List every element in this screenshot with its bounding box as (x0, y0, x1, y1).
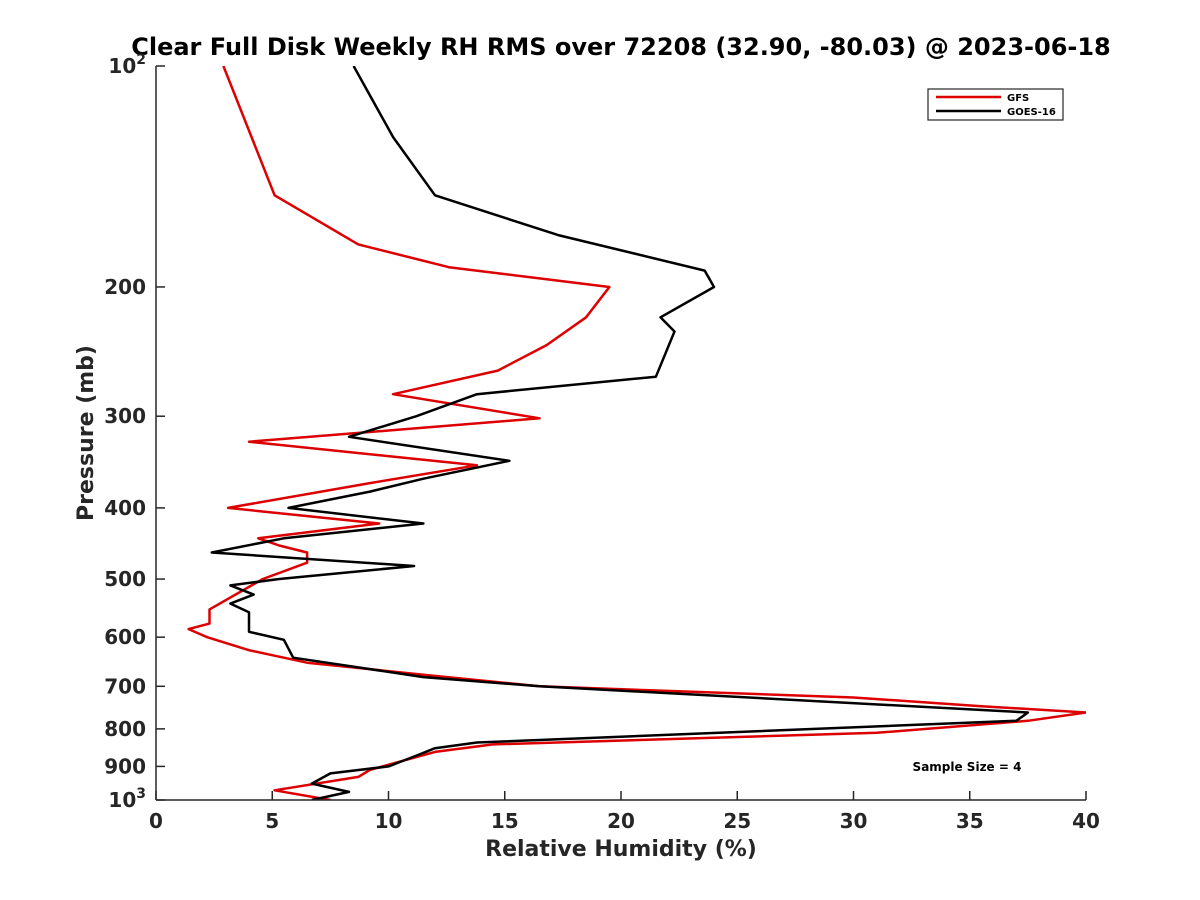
series-line-gfs (187, 66, 1086, 800)
x-tick-label: 20 (607, 809, 635, 833)
y-axis-label: Pressure (mb) (74, 345, 99, 521)
y-tick-label: 200 (104, 275, 146, 299)
y-tick-label: 500 (104, 567, 146, 591)
sample-size-annotation: Sample Size = 4 (913, 760, 1022, 774)
legend-box (927, 88, 1064, 121)
y-tick-label: 700 (104, 674, 146, 698)
series-line-goes16 (210, 66, 1030, 800)
y-tick-label: 102 (108, 52, 146, 78)
y-tick-label: 900 (104, 754, 146, 778)
y-tick-label: 600 (104, 625, 146, 649)
legend-label-gfs: GFS (1007, 93, 1029, 104)
y-tick-label: 400 (104, 496, 146, 520)
legend-label-goes16: GOES-16 (1007, 107, 1056, 118)
x-axis-label: Relative Humidity (%) (485, 837, 757, 862)
y-tick-label: 800 (104, 717, 146, 741)
x-tick-label: 15 (491, 809, 519, 833)
y-tick-label: 103 (108, 786, 146, 812)
x-tick-label: 40 (1072, 809, 1100, 833)
y-tick-label: 300 (104, 404, 146, 428)
x-tick-label: 0 (149, 809, 163, 833)
legend: GFS GOES-16 (927, 88, 1064, 121)
chart-title: Clear Full Disk Weekly RH RMS over 72208… (131, 33, 1111, 61)
x-tick-label: 35 (956, 809, 984, 833)
x-tick-label: 10 (375, 809, 403, 833)
x-tick-label: 25 (723, 809, 751, 833)
x-tick-label: 30 (840, 809, 868, 833)
x-tick-label: 5 (265, 809, 279, 833)
